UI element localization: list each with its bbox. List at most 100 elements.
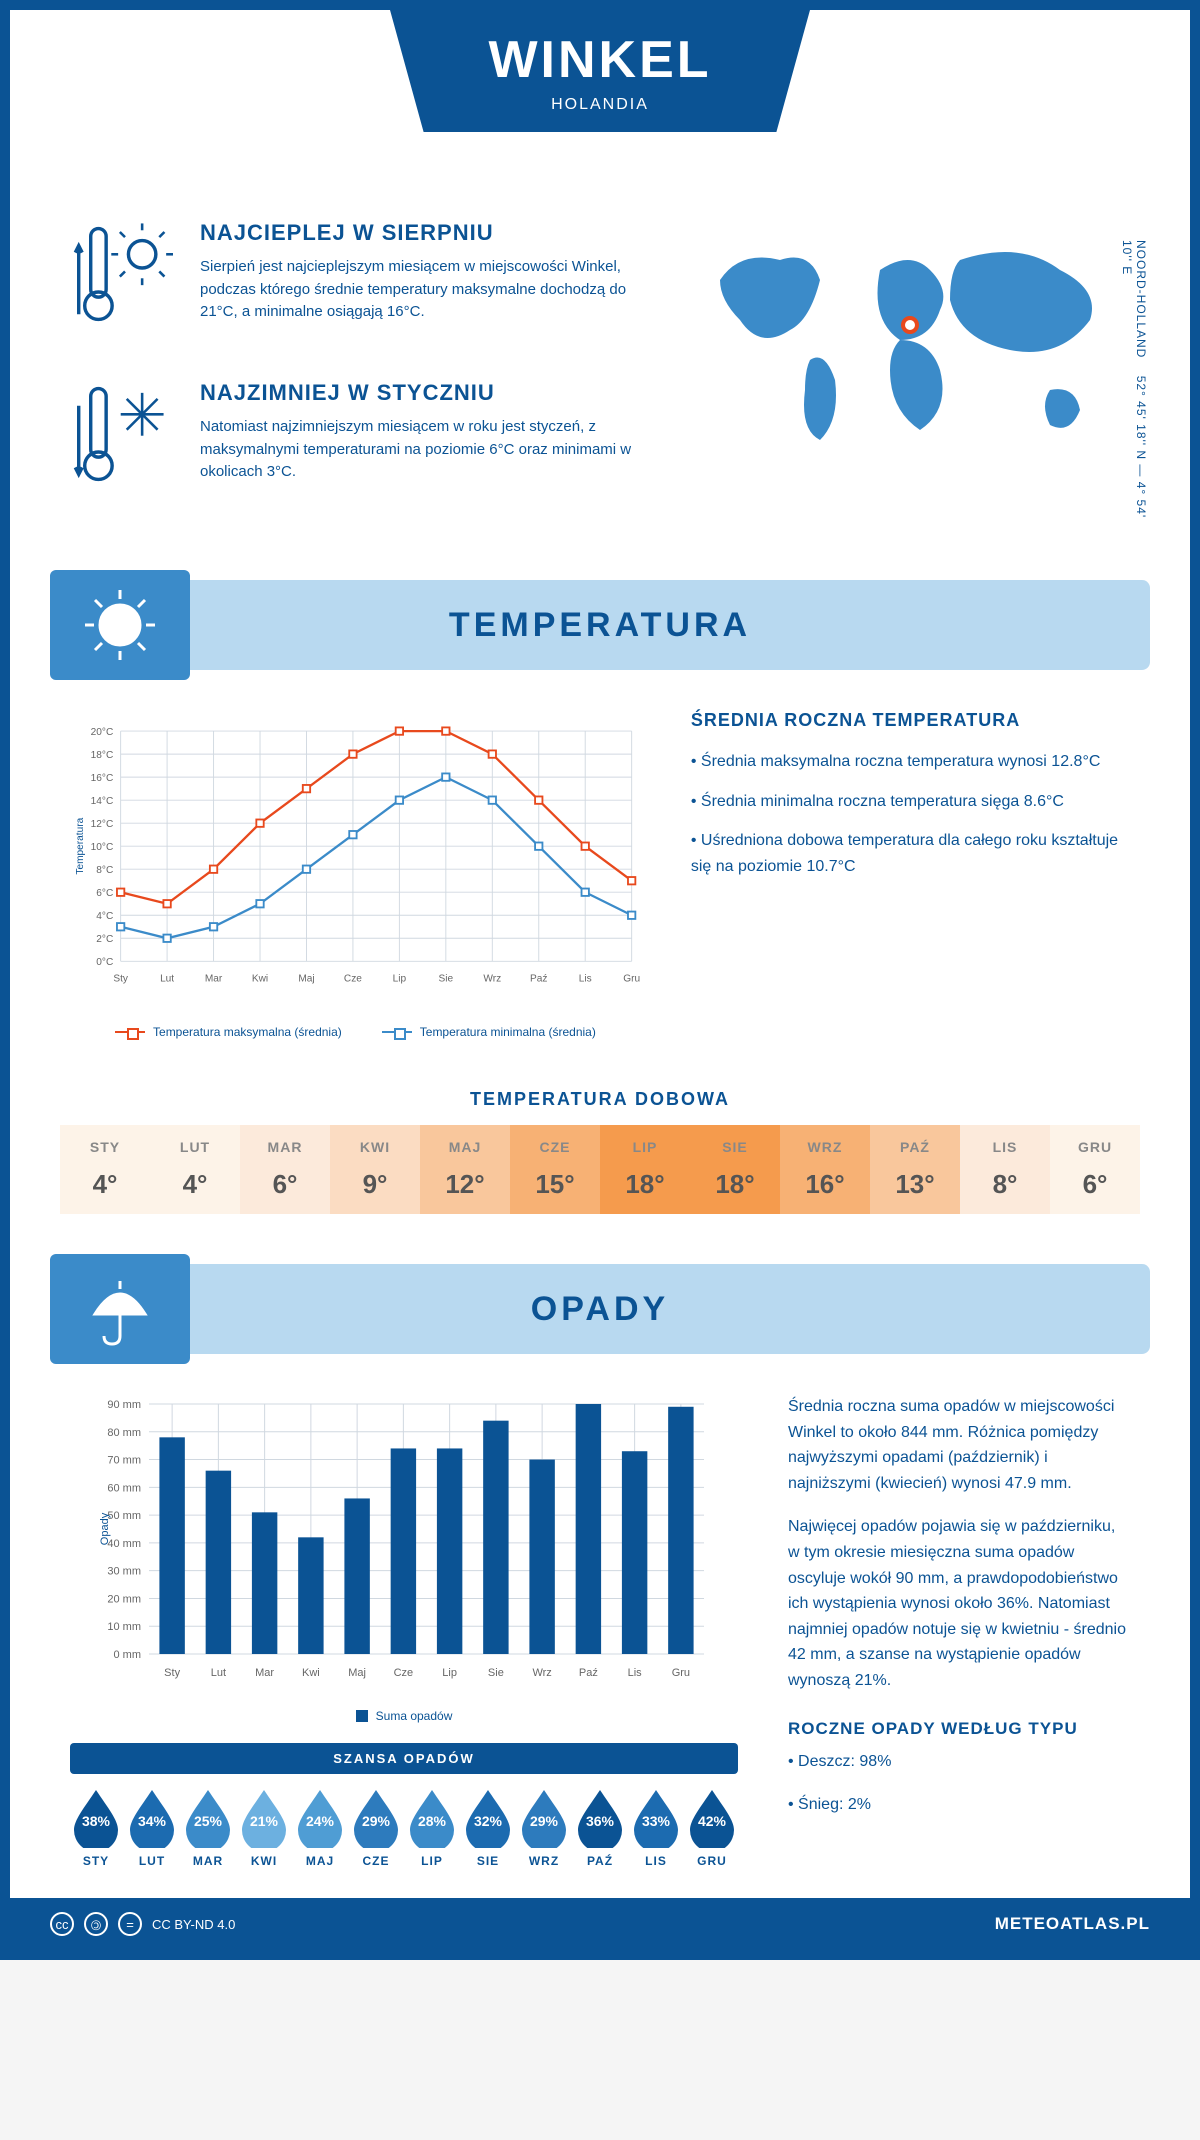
daily-temp-cell: STY4° bbox=[60, 1125, 150, 1214]
temp-bullet: • Uśredniona dobowa temperatura dla całe… bbox=[691, 828, 1130, 879]
daily-temp-cell: MAJ12° bbox=[420, 1125, 510, 1214]
svg-text:Gru: Gru bbox=[672, 1667, 690, 1679]
temp-bullet: • Średnia minimalna roczna temperatura s… bbox=[691, 789, 1130, 815]
cc-icon: cc bbox=[50, 1912, 74, 1936]
svg-text:Sie: Sie bbox=[488, 1667, 504, 1679]
temperature-content: 0°C2°C4°C6°C8°C10°C12°C14°C16°C18°C20°CS… bbox=[10, 670, 1190, 1069]
nd-icon: = bbox=[118, 1912, 142, 1936]
temperature-heading: TEMPERATURA bbox=[449, 606, 751, 645]
precip-type-title: ROCZNE OPADY WEDŁUG TYPU bbox=[788, 1719, 1130, 1739]
svg-text:20 mm: 20 mm bbox=[107, 1593, 141, 1605]
precip-content: 0 mm10 mm20 mm30 mm40 mm50 mm60 mm70 mm8… bbox=[10, 1354, 1190, 1898]
chance-title-bar: SZANSA OPADÓW bbox=[70, 1743, 738, 1774]
country-subtitle: HOLANDIA bbox=[390, 96, 810, 114]
footer: cc 🄯 = CC BY-ND 4.0 METEOATLAS.PL bbox=[10, 1898, 1190, 1950]
svg-text:Lut: Lut bbox=[211, 1667, 226, 1679]
svg-text:6°C: 6°C bbox=[96, 888, 113, 899]
daily-temp-cell: LUT4° bbox=[150, 1125, 240, 1214]
svg-text:Cze: Cze bbox=[344, 974, 362, 985]
svg-text:Mar: Mar bbox=[255, 1667, 274, 1679]
svg-text:20°C: 20°C bbox=[91, 727, 114, 738]
svg-text:Wrz: Wrz bbox=[532, 1667, 551, 1679]
coldest-title: NAJZIMNIEJ W STYCZNIU bbox=[200, 380, 650, 406]
svg-text:10 mm: 10 mm bbox=[107, 1621, 141, 1633]
warmest-title: NAJCIEPLEJ W SIERPNIU bbox=[200, 220, 650, 246]
precip-type-bullet: • Deszcz: 98% bbox=[788, 1749, 1130, 1775]
svg-text:Lis: Lis bbox=[628, 1667, 643, 1679]
daily-temp-cell: GRU6° bbox=[1050, 1125, 1140, 1214]
precip-sidebar: Średnia roczna suma opadów w miejscowośc… bbox=[788, 1394, 1130, 1868]
page: WINKEL HOLANDIA NAJCIEPLEJ W SIERPNIU Si… bbox=[0, 0, 1200, 1960]
warmest-block: NAJCIEPLEJ W SIERPNIU Sierpień jest najc… bbox=[70, 220, 650, 345]
precip-section-bar: OPADY bbox=[50, 1264, 1150, 1354]
svg-text:70 mm: 70 mm bbox=[107, 1455, 141, 1467]
svg-text:Opady: Opady bbox=[99, 1512, 111, 1545]
svg-text:Mar: Mar bbox=[205, 974, 223, 985]
coordinates: NOORD-HOLLAND 52° 45' 18'' N — 4° 54' 10… bbox=[1120, 240, 1148, 540]
sun-icon bbox=[50, 570, 190, 680]
daily-temp-cell: CZE15° bbox=[510, 1125, 600, 1214]
svg-text:12°C: 12°C bbox=[91, 819, 114, 830]
svg-text:0°C: 0°C bbox=[96, 957, 113, 968]
daily-temp-cell: WRZ16° bbox=[780, 1125, 870, 1214]
daily-temp-cell: KWI9° bbox=[330, 1125, 420, 1214]
by-icon: 🄯 bbox=[84, 1912, 108, 1936]
daily-temp-cell: LIP18° bbox=[600, 1125, 690, 1214]
thermometer-snow-icon bbox=[70, 380, 180, 505]
annual-temp-title: ŚREDNIA ROCZNA TEMPERATURA bbox=[691, 710, 1130, 731]
chance-drop: 33%LIS bbox=[630, 1786, 682, 1868]
daily-temp-cell: LIS8° bbox=[960, 1125, 1050, 1214]
chance-drop: 21%KWI bbox=[238, 1786, 290, 1868]
svg-text:Maj: Maj bbox=[298, 974, 314, 985]
svg-text:0 mm: 0 mm bbox=[114, 1649, 142, 1661]
svg-text:16°C: 16°C bbox=[91, 773, 114, 784]
svg-text:Wrz: Wrz bbox=[483, 974, 501, 985]
chance-drop: 28%LIP bbox=[406, 1786, 458, 1868]
chance-drops-row: 38%STY34%LUT25%MAR21%KWI24%MAJ29%CZE28%L… bbox=[70, 1786, 738, 1868]
chance-drop: 36%PAŹ bbox=[574, 1786, 626, 1868]
svg-text:60 mm: 60 mm bbox=[107, 1482, 141, 1494]
svg-text:Cze: Cze bbox=[394, 1667, 414, 1679]
coldest-text: Natomiast najzimniejszym miesiącem w rok… bbox=[200, 416, 650, 484]
chance-drop: 34%LUT bbox=[126, 1786, 178, 1868]
svg-text:Kwi: Kwi bbox=[302, 1667, 320, 1679]
coldest-block: NAJZIMNIEJ W STYCZNIU Natomiast najzimni… bbox=[70, 380, 650, 505]
daily-temp-title: TEMPERATURA DOBOWA bbox=[10, 1089, 1190, 1110]
thermometer-sun-icon bbox=[70, 220, 180, 345]
svg-text:Sty: Sty bbox=[113, 974, 129, 985]
temperature-chart: 0°C2°C4°C6°C8°C10°C12°C14°C16°C18°C20°CS… bbox=[70, 710, 641, 1039]
chance-drop: 24%MAJ bbox=[294, 1786, 346, 1868]
svg-text:80 mm: 80 mm bbox=[107, 1427, 141, 1439]
svg-text:Kwi: Kwi bbox=[252, 974, 268, 985]
svg-text:30 mm: 30 mm bbox=[107, 1566, 141, 1578]
warmest-text: Sierpień jest najcieplejszym miesiącem w… bbox=[200, 256, 650, 324]
chance-drop: 29%CZE bbox=[350, 1786, 402, 1868]
daily-temp-cell: SIE18° bbox=[690, 1125, 780, 1214]
precip-legend: Suma opadów bbox=[70, 1709, 738, 1723]
temperature-sidebar: ŚREDNIA ROCZNA TEMPERATURA • Średnia mak… bbox=[691, 710, 1130, 1039]
temperature-section-bar: TEMPERATURA bbox=[50, 580, 1150, 670]
precip-type-bullet: • Śnieg: 2% bbox=[788, 1792, 1130, 1818]
chance-drop: 38%STY bbox=[70, 1786, 122, 1868]
city-title: WINKEL bbox=[390, 30, 810, 90]
svg-text:Paź: Paź bbox=[579, 1667, 598, 1679]
svg-text:Maj: Maj bbox=[348, 1667, 366, 1679]
svg-text:Paź: Paź bbox=[530, 974, 547, 985]
svg-text:10°C: 10°C bbox=[91, 842, 114, 853]
title-ribbon: WINKEL HOLANDIA bbox=[390, 10, 810, 132]
svg-text:Gru: Gru bbox=[623, 974, 640, 985]
header: WINKEL HOLANDIA bbox=[10, 10, 1190, 190]
daily-temp-row: STY4°LUT4°MAR6°KWI9°MAJ12°CZE15°LIP18°SI… bbox=[60, 1125, 1140, 1214]
chance-drop: 42%GRU bbox=[686, 1786, 738, 1868]
svg-text:Lip: Lip bbox=[442, 1667, 457, 1679]
site-name: METEOATLAS.PL bbox=[995, 1914, 1150, 1934]
world-map: NOORD-HOLLAND 52° 45' 18'' N — 4° 54' 10… bbox=[690, 220, 1130, 540]
svg-text:Lip: Lip bbox=[393, 974, 407, 985]
chance-drop: 25%MAR bbox=[182, 1786, 234, 1868]
precip-chart: 0 mm10 mm20 mm30 mm40 mm50 mm60 mm70 mm8… bbox=[70, 1394, 738, 1723]
precip-p2: Najwięcej opadów pojawia się w październ… bbox=[788, 1514, 1130, 1693]
svg-text:18°C: 18°C bbox=[91, 750, 114, 761]
svg-text:2°C: 2°C bbox=[96, 934, 113, 945]
svg-text:4°C: 4°C bbox=[96, 911, 113, 922]
info-section: NAJCIEPLEJ W SIERPNIU Sierpień jest najc… bbox=[10, 190, 1190, 580]
